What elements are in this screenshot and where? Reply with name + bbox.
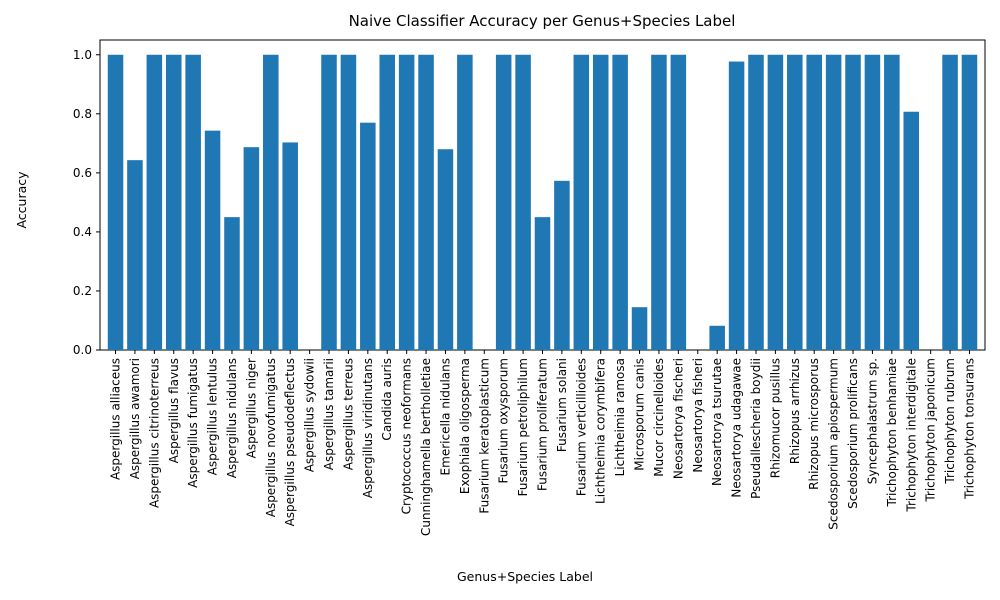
bar [961, 54, 978, 351]
x-tick-label: Aspergillus nidulans [225, 358, 239, 478]
bar [787, 54, 803, 351]
bar [864, 54, 881, 351]
x-tick-label: Exophiala oligosperma [458, 358, 472, 494]
x-tick-label: Emericella nidulans [438, 358, 452, 475]
bar [263, 54, 279, 351]
x-tick-label: Rhizomucor pusillus [768, 358, 782, 478]
x-axis-label: Genus+Species Label [457, 569, 593, 584]
bar [340, 54, 357, 351]
bar [495, 54, 512, 351]
x-tick-label: Cunninghamella bertholletiae [419, 358, 433, 536]
x-tick-label: Candida auris [380, 358, 394, 441]
y-tick-label: 0.6 [73, 166, 92, 180]
x-tick-label: Syncephalastrum sp. [865, 358, 879, 484]
x-tick-label: Aspergillus niger [244, 358, 258, 458]
x-tick-label: Fusarium petroliphilum [516, 358, 530, 496]
chart-title: Naive Classifier Accuracy per Genus+Spec… [349, 12, 736, 30]
bar [224, 217, 240, 350]
bar [282, 142, 298, 350]
y-tick-label: 0.0 [73, 343, 92, 357]
x-tick-label: Neosartorya udagawae [730, 358, 744, 498]
bar [631, 307, 648, 350]
x-tick-label: Trichophyton interdigitale [904, 358, 918, 513]
bar [942, 54, 958, 351]
x-tick-label: Aspergillus citrinoterreus [147, 358, 161, 508]
y-tick-label: 1.0 [73, 48, 92, 62]
x-tick-label: Microsporum canis [633, 358, 647, 471]
x-tick-label: Cryptococcus neoformans [400, 358, 414, 514]
bar [903, 111, 920, 350]
x-tick-label: Fusarium keratoplasticum [477, 358, 491, 514]
bar [845, 54, 861, 351]
x-tick-label: Lichtheimia corymbifera [594, 358, 608, 504]
bar [825, 54, 842, 351]
x-tick-label: Aspergillus fumigatus [186, 358, 200, 488]
bar [515, 54, 531, 351]
bar [321, 54, 337, 351]
bar [592, 54, 609, 351]
bar [806, 54, 822, 351]
x-tick-label: Aspergillus lentulus [206, 358, 220, 475]
y-axis: 0.0 0.2 0.4 0.6 0.8 1.0 [73, 48, 100, 357]
bar [728, 61, 745, 351]
x-tick-label: Scedosporium apiospermum [827, 358, 841, 530]
x-tick-label: Aspergillus pseudodeflectus [283, 358, 297, 526]
x-tick-label: Aspergillus tamarii [322, 358, 336, 470]
y-tick-label: 0.8 [73, 107, 92, 121]
x-axis: Aspergillus alliaceus Aspergillus awamori… [109, 350, 976, 536]
bar [165, 54, 182, 351]
x-tick-label: Aspergillus sydowii [303, 358, 317, 472]
x-tick-label: Trichophyton rubrum [943, 358, 957, 485]
y-tick-label: 0.4 [73, 225, 92, 239]
bar [398, 54, 415, 351]
x-tick-label: Aspergillus alliaceus [109, 358, 123, 480]
bar [573, 54, 590, 351]
bar [457, 54, 473, 351]
x-tick-label: Fusarium proliferatum [536, 358, 550, 491]
x-tick-label: Pseudallescheria boydii [749, 358, 763, 499]
x-tick-label: Rhizopus microsporus [807, 358, 821, 490]
x-tick-label: Trichophyton japonicum [924, 358, 938, 503]
x-tick-label: Rhizopus arrhizus [788, 358, 802, 464]
x-tick-label: Trichophyton benhamiae [885, 358, 899, 508]
bar [767, 54, 784, 351]
x-tick-label: Mucor circinelloides [652, 358, 666, 477]
bar [185, 54, 201, 351]
bar [437, 149, 454, 350]
y-tick-label: 0.2 [73, 284, 92, 298]
x-tick-label: Fusarium oxysporum [497, 358, 511, 483]
y-axis-label: Accuracy [14, 171, 29, 229]
x-tick-label: Aspergillus flavus [167, 358, 181, 463]
x-tick-label: Fusarium solani [555, 358, 569, 452]
bars-group [107, 54, 978, 351]
bar [146, 54, 163, 351]
x-tick-label: Trichophyton tonsurans [962, 358, 976, 500]
bar [243, 147, 260, 350]
bar [379, 54, 395, 351]
x-tick-label: Aspergillus awamori [128, 358, 142, 479]
bar [127, 160, 143, 350]
x-tick-label: Neosartorya fisheri [691, 358, 705, 473]
bar [534, 217, 551, 350]
x-tick-label: Neosartorya fischeri [671, 358, 685, 479]
bar [612, 54, 628, 351]
bar [670, 54, 687, 351]
x-tick-label: Fusarium verticillioides [574, 358, 588, 496]
x-tick-label: Scedosporium prolificans [846, 358, 860, 509]
x-tick-label: Aspergillus viridinutans [361, 358, 375, 498]
bar [107, 54, 124, 351]
x-tick-label: Lichtheimia ramosa [613, 358, 627, 476]
bar [748, 54, 764, 351]
bar [554, 180, 570, 350]
bar [884, 54, 900, 351]
x-tick-label: Aspergillus terreus [341, 358, 355, 470]
bar [360, 122, 376, 351]
x-tick-label: Aspergillus novofumigatus [264, 358, 278, 517]
bar [709, 325, 725, 350]
x-tick-label: Neosartorya tsurutae [710, 358, 724, 486]
bar [204, 130, 221, 350]
bar [651, 54, 667, 351]
bar [418, 54, 434, 351]
